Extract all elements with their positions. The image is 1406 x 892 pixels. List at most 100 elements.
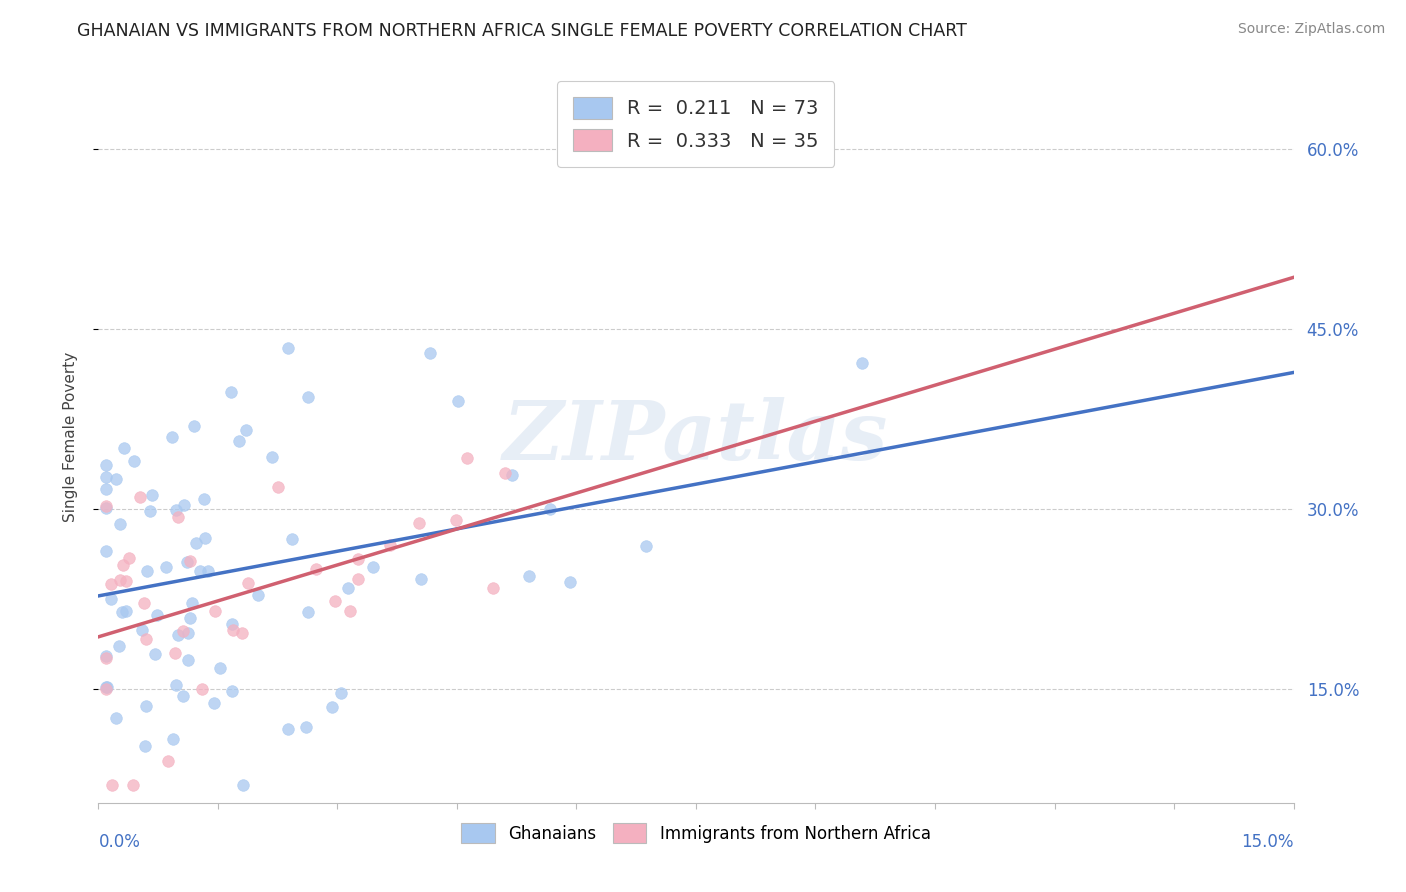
Point (111, 606, 134, 620)
Point (361, 559, 384, 574)
Point (141, 488, 163, 502)
Point (295, 720, 318, 734)
Point (321, 700, 343, 714)
Point (173, 498, 195, 512)
Legend: Ghanaians, Immigrants from Northern Africa: Ghanaians, Immigrants from Northern Afri… (454, 817, 938, 849)
Point (183, 418, 205, 433)
Point (146, 607, 169, 622)
Point (122, 453, 145, 467)
Point (172, 689, 194, 703)
Point (132, 596, 155, 610)
Point (115, 604, 138, 618)
Point (232, 778, 254, 792)
Point (323, 594, 346, 608)
Point (219, 384, 242, 399)
Point (517, 569, 540, 583)
Point (96, 680, 118, 694)
Point (155, 560, 177, 574)
Point (160, 430, 183, 444)
Point (330, 686, 353, 700)
Point (411, 572, 433, 586)
Point (115, 574, 138, 589)
Point (96, 544, 118, 558)
Point (177, 626, 200, 640)
Point (162, 732, 184, 747)
Point (96, 651, 118, 665)
Point (179, 554, 201, 568)
Point (96, 483, 118, 497)
Point (100, 577, 122, 591)
Point (172, 624, 194, 638)
Point (167, 510, 190, 524)
Point (297, 605, 319, 619)
Point (135, 632, 157, 646)
Text: 15.0%: 15.0% (1241, 833, 1294, 851)
Text: GHANAIAN VS IMMIGRANTS FROM NORTHERN AFRICA SINGLE FEMALE POVERTY CORRELATION CH: GHANAIAN VS IMMIGRANTS FROM NORTHERN AFR… (77, 22, 967, 40)
Point (165, 502, 187, 516)
Point (108, 639, 131, 653)
Point (297, 390, 319, 404)
Point (235, 423, 257, 437)
Point (193, 491, 215, 506)
Point (96, 470, 118, 484)
Point (851, 356, 873, 370)
Point (267, 480, 290, 494)
Point (408, 516, 430, 530)
Point (277, 341, 299, 355)
Point (262, 450, 284, 464)
Point (197, 564, 219, 578)
Point (347, 572, 370, 586)
Point (138, 504, 160, 518)
Point (131, 623, 153, 637)
Point (188, 564, 211, 578)
Point (96, 458, 118, 472)
Point (108, 517, 131, 532)
Point (339, 604, 361, 618)
Point (444, 513, 467, 527)
Point (456, 451, 478, 466)
Point (100, 592, 122, 607)
Point (96, 501, 118, 516)
Point (636, 539, 658, 553)
Point (231, 625, 253, 640)
Point (143, 648, 166, 662)
Point (222, 623, 245, 637)
Point (380, 538, 402, 552)
Text: Source: ZipAtlas.com: Source: ZipAtlas.com (1237, 22, 1385, 37)
Point (204, 604, 226, 618)
Point (280, 533, 302, 547)
Point (134, 739, 156, 753)
Point (96, 680, 118, 694)
Point (494, 466, 516, 480)
Point (501, 467, 523, 482)
Point (228, 434, 250, 448)
Y-axis label: Single Female Poverty: Single Female Poverty (63, 352, 77, 522)
Point (121, 778, 143, 792)
Point (105, 711, 128, 725)
Point (419, 346, 441, 360)
Point (135, 698, 157, 713)
Point (194, 531, 217, 545)
Point (166, 628, 188, 642)
Point (181, 597, 204, 611)
Point (111, 558, 134, 572)
Point (337, 581, 360, 595)
Point (221, 616, 243, 631)
Point (165, 677, 187, 691)
Point (202, 697, 225, 711)
Point (184, 535, 207, 549)
Point (221, 683, 243, 698)
Point (108, 574, 131, 588)
Point (304, 562, 326, 576)
Point (538, 501, 561, 516)
Point (238, 575, 260, 590)
Point (176, 652, 198, 666)
Point (277, 722, 299, 736)
Point (165, 647, 187, 661)
Point (191, 681, 214, 696)
Point (447, 393, 470, 408)
Point (136, 564, 159, 578)
Text: ZIPatlas: ZIPatlas (503, 397, 889, 477)
Point (176, 555, 198, 569)
Point (117, 550, 139, 565)
